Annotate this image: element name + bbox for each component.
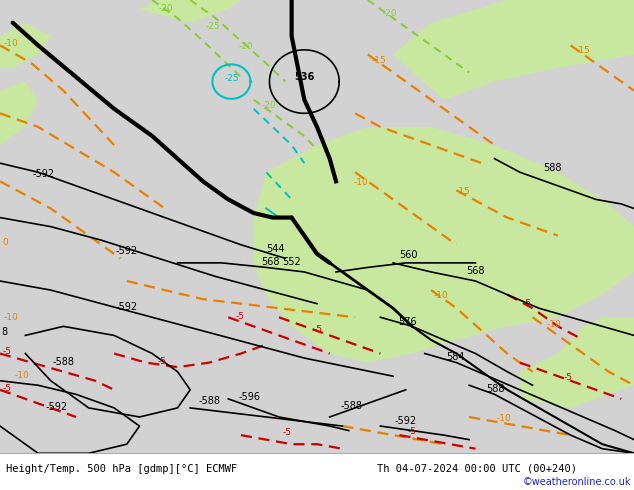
Text: -10: -10 bbox=[547, 320, 562, 329]
Text: -5: -5 bbox=[523, 299, 532, 308]
Text: -5: -5 bbox=[408, 427, 417, 436]
Text: -15: -15 bbox=[372, 55, 387, 65]
Text: -5: -5 bbox=[282, 428, 291, 437]
Text: 568: 568 bbox=[466, 266, 485, 276]
Text: -592: -592 bbox=[395, 416, 417, 426]
Text: 588: 588 bbox=[486, 384, 505, 394]
Text: -15: -15 bbox=[455, 187, 470, 196]
Text: 584: 584 bbox=[446, 352, 465, 362]
Text: -20: -20 bbox=[158, 4, 174, 13]
Text: -10: -10 bbox=[496, 414, 512, 422]
Text: -596: -596 bbox=[239, 392, 261, 402]
Text: 560: 560 bbox=[399, 250, 418, 260]
Text: Th 04-07-2024 00:00 UTC (00+240): Th 04-07-2024 00:00 UTC (00+240) bbox=[377, 464, 577, 473]
Text: 576: 576 bbox=[398, 318, 417, 327]
Text: -25: -25 bbox=[205, 23, 220, 31]
Text: -25: -25 bbox=[224, 74, 240, 83]
Text: -20: -20 bbox=[261, 101, 276, 110]
Text: -588: -588 bbox=[341, 401, 363, 411]
Polygon shape bbox=[0, 0, 634, 453]
Text: -5: -5 bbox=[564, 373, 573, 382]
Text: -5: -5 bbox=[314, 325, 323, 334]
Text: -592: -592 bbox=[116, 302, 138, 313]
Text: 588: 588 bbox=[543, 163, 562, 173]
Text: -592: -592 bbox=[116, 246, 138, 256]
Text: -10: -10 bbox=[15, 371, 30, 380]
Text: -5: -5 bbox=[235, 312, 244, 321]
Text: -15: -15 bbox=[576, 47, 591, 55]
Polygon shape bbox=[0, 82, 38, 145]
Polygon shape bbox=[520, 318, 634, 408]
Polygon shape bbox=[254, 127, 634, 363]
Text: -5: -5 bbox=[3, 384, 11, 392]
Text: 568: 568 bbox=[261, 257, 280, 267]
Text: Height/Temp. 500 hPa [gdmp][°C] ECMWF: Height/Temp. 500 hPa [gdmp][°C] ECMWF bbox=[6, 464, 238, 473]
Text: ©weatheronline.co.uk: ©weatheronline.co.uk bbox=[522, 477, 631, 487]
Polygon shape bbox=[139, 0, 241, 23]
Polygon shape bbox=[393, 0, 634, 99]
Text: 0: 0 bbox=[3, 238, 8, 247]
Polygon shape bbox=[0, 23, 51, 68]
Text: -20: -20 bbox=[382, 9, 398, 18]
Text: -20: -20 bbox=[238, 42, 254, 51]
Text: 8: 8 bbox=[1, 327, 8, 338]
Text: -10: -10 bbox=[354, 178, 369, 187]
Text: -10: -10 bbox=[3, 313, 18, 321]
Text: -5: -5 bbox=[158, 357, 167, 366]
Text: 536: 536 bbox=[294, 72, 314, 82]
Text: 544: 544 bbox=[266, 244, 285, 253]
Text: -10: -10 bbox=[3, 39, 18, 48]
Text: -592: -592 bbox=[46, 402, 68, 412]
Text: -5: -5 bbox=[3, 347, 11, 356]
Text: -592: -592 bbox=[33, 169, 55, 179]
Text: -588: -588 bbox=[53, 357, 74, 367]
Text: -10: -10 bbox=[434, 291, 449, 300]
Text: 552: 552 bbox=[282, 257, 301, 267]
Text: -588: -588 bbox=[198, 396, 220, 406]
